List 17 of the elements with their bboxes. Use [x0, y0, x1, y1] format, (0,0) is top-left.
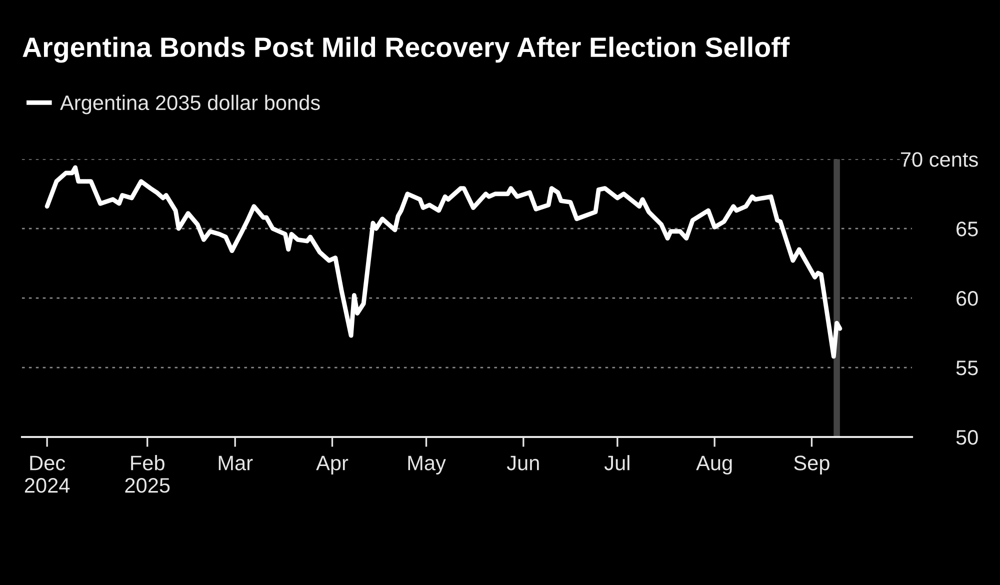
x-tick-label: Jun: [506, 456, 539, 470]
x-tick-label: Sep: [794, 456, 830, 474]
y-tick-label: 70 cents: [900, 152, 978, 167]
x-tick-label: Mar: [218, 456, 253, 470]
x-tick-label: Jul: [604, 455, 630, 470]
y-tick-label: 55: [956, 360, 978, 376]
x-tick-label: Dec 2024: [24, 456, 70, 493]
x-tick-label: Aug: [696, 456, 732, 474]
x-tick-label: Feb 2025: [125, 455, 170, 493]
chart-title: Argentina Bonds Post Mild Recovery After Election Selloff: [22, 36, 790, 63]
line-series: [44, 165, 842, 359]
x-tick-label: May: [408, 456, 446, 474]
legend-label: Argentina 2035 dollar bonds: [60, 94, 320, 114]
y-tick-label: 60: [956, 291, 978, 306]
y-tick-label: 65: [956, 222, 978, 236]
y-tick-label: 50: [956, 430, 978, 445]
x-tick-label: Apr: [316, 456, 348, 474]
